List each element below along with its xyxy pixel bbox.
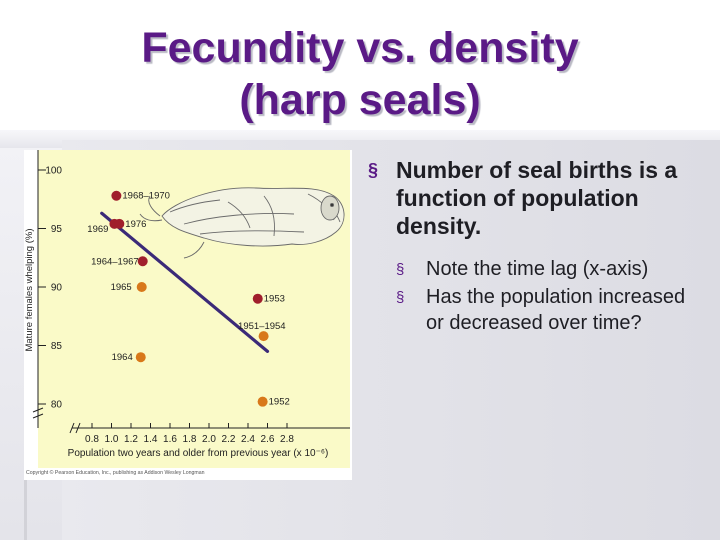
data-point <box>137 256 148 267</box>
data-label: 1968–1970 <box>122 191 170 202</box>
y-tick-label: 100 <box>45 166 62 177</box>
sub-bullet-marker-icon: § <box>396 289 405 306</box>
data-point <box>111 190 122 201</box>
title-line-1: Fecundity vs. density <box>141 24 579 72</box>
x-tick-label: 1.8 <box>183 434 197 445</box>
title-line-2: (harp seals) <box>239 76 481 124</box>
x-tick-label: 2.0 <box>202 434 216 445</box>
sub-bullet-list: § Note the time lag (x-axis) § Has the p… <box>368 256 708 336</box>
y-axis-label: Mature females whelping (%) <box>24 228 35 351</box>
x-axis-label: Population two years and older from prev… <box>68 448 329 459</box>
x-tick-label: 0.8 <box>85 434 99 445</box>
y-tick-label: 80 <box>51 400 63 411</box>
trend-line <box>100 211 270 353</box>
slide-title: Fecundity vs. density (harp seals) <box>0 22 720 126</box>
x-tick-label: 1.6 <box>163 434 177 445</box>
data-label: 1952 <box>269 397 290 408</box>
data-label: 1951–1954 <box>238 321 286 332</box>
x-tick-label: 2.4 <box>241 434 255 445</box>
x-tick-label: 2.2 <box>222 434 236 445</box>
bullet-list: § Number of seal births is a function of… <box>368 156 708 338</box>
y-tick-label: 90 <box>51 283 63 294</box>
y-axis-break-icon <box>32 407 44 419</box>
x-tick-label: 1.2 <box>124 434 138 445</box>
data-point <box>135 352 146 363</box>
sub-bullet: § Note the time lag (x-axis) <box>396 256 708 282</box>
x-axis-break-icon <box>69 422 81 434</box>
x-tick-label: 2.8 <box>280 434 294 445</box>
data-label: 1964 <box>112 352 133 363</box>
sub-bullet: § Has the population increased or decrea… <box>396 284 708 336</box>
data-label: 1964–1967 <box>91 256 139 267</box>
x-tick-label: 1.0 <box>105 434 119 445</box>
data-label: 1965 <box>111 282 132 293</box>
harp-seal-illustration <box>139 187 345 259</box>
data-label: 1969 <box>87 224 108 235</box>
data-point <box>257 396 268 407</box>
data-point <box>258 331 269 342</box>
scatter-chart: 80 85 90 95 100 0.8 1.0 1.2 1.4 1.6 1.8 2.0 2.2 2.4 2… <box>24 150 352 480</box>
x-tick-label: 2.6 <box>261 434 275 445</box>
sub-bullet-text: Has the population increased or decrease… <box>426 286 686 334</box>
bullet-marker-icon: § <box>368 160 379 180</box>
data-label: 1953 <box>264 294 285 305</box>
x-tick-label: 1.4 <box>144 434 158 445</box>
y-tick-label: 95 <box>51 224 63 235</box>
chart-figure: 80 85 90 95 100 0.8 1.0 1.2 1.4 1.6 1.8 2.0 2.2 2.4 2… <box>24 150 352 480</box>
sub-bullet-text: Note the time lag (x-axis) <box>426 258 649 280</box>
sub-bullet-marker-icon: § <box>396 261 405 278</box>
data-point <box>114 218 125 229</box>
bullet-main: § Number of seal births is a function of… <box>368 156 708 240</box>
bullet-main-text: Number of seal births is a function of p… <box>396 157 678 239</box>
copyright-notice: Copyright © Pearson Education, Inc., pub… <box>26 469 205 476</box>
data-label: 1976 <box>125 219 146 230</box>
data-point <box>252 293 263 304</box>
data-point <box>136 282 147 292</box>
y-tick-label: 85 <box>51 341 63 352</box>
